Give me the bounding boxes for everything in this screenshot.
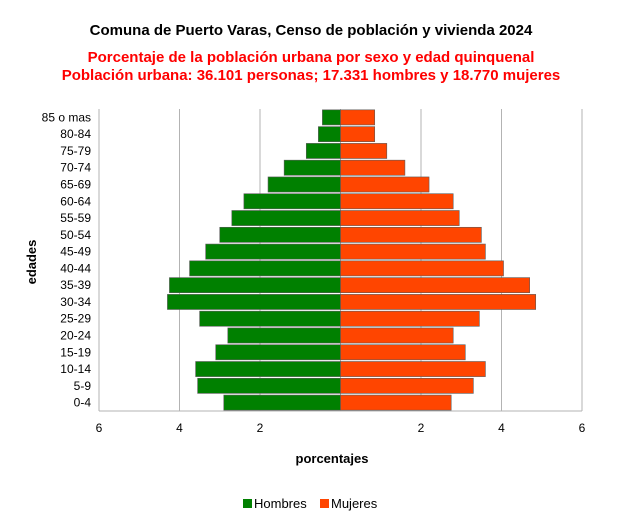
bar-mujeres-60-64 (340, 193, 454, 210)
x-tick-label: 4 (498, 421, 505, 435)
y-tick-label: 15-19 (60, 345, 91, 359)
legend-label-mujeres: Mujeres (331, 496, 378, 511)
bar-hombres-70-74 (283, 159, 341, 176)
y-tick-label: 45-49 (60, 245, 91, 259)
bar-hombres-0-4 (223, 394, 341, 411)
legend-label-hombres: Hombres (254, 496, 307, 511)
grid-lines (98, 109, 583, 412)
y-tick-label: 30-34 (60, 295, 91, 309)
y-tick-label: 80-84 (60, 127, 91, 141)
y-tick-label: 10-14 (60, 362, 91, 376)
legend: Hombres Mujeres (243, 496, 378, 511)
y-tick-label: 0-4 (74, 396, 92, 410)
y-tick-label: 60-64 (60, 194, 91, 208)
bar-mujeres-10-14 (340, 361, 486, 377)
y-tick-label: 85 o mas (42, 110, 91, 124)
bar-mujeres-20-24 (340, 327, 454, 344)
bar-mujeres-45-49 (340, 243, 486, 260)
bars (167, 109, 537, 411)
bar-mujeres-70-74 (340, 159, 406, 176)
bar-mujeres-50-54 (340, 226, 482, 243)
bar-hombres-75-79 (305, 143, 341, 159)
bar-mujeres-35-39 (340, 277, 530, 294)
x-tick-labels: 6 4 2 2 4 6 (96, 421, 586, 435)
y-tick-label: 65-69 (60, 178, 91, 192)
y-tick-label: 25-29 (60, 312, 91, 326)
y-tick-label: 55-59 (60, 211, 91, 225)
bar-mujeres-75-79 (340, 143, 388, 159)
y-tick-label: 5-9 (74, 379, 92, 393)
bar-hombres-50-54 (219, 226, 341, 243)
y-tick-label: 35-39 (60, 278, 91, 292)
x-tick-label: 6 (579, 421, 586, 435)
bar-mujeres-55-59 (340, 210, 460, 226)
bar-hombres-85-o-mas (322, 109, 341, 126)
bar-mujeres-0-4 (340, 394, 452, 411)
bar-mujeres-25-29 (340, 310, 480, 327)
x-tick-label: 6 (96, 421, 103, 435)
bar-hombres-35-39 (169, 277, 341, 294)
y-tick-label: 75-79 (60, 144, 91, 158)
bar-hombres-80-84 (318, 126, 341, 143)
bar-hombres-60-64 (243, 193, 341, 210)
bar-hombres-15-19 (215, 344, 341, 361)
y-axis-label: edades (24, 240, 39, 285)
bar-hombres-25-29 (199, 310, 341, 327)
x-tick-label: 4 (176, 421, 183, 435)
legend-swatch-mujeres (320, 499, 329, 508)
chart-title: Comuna de Puerto Varas, Censo de poblaci… (90, 22, 533, 39)
bar-mujeres-85-o-mas (340, 109, 376, 126)
y-tick-label: 20-24 (60, 329, 91, 343)
chart-subtitle-line-2: Población urbana: 36.101 personas; 17.33… (62, 67, 561, 84)
y-tick-label: 50-54 (60, 228, 91, 242)
bar-hombres-55-59 (231, 210, 341, 226)
bar-hombres-40-44 (189, 260, 341, 277)
bar-hombres-65-69 (267, 176, 341, 193)
bar-hombres-10-14 (195, 361, 341, 377)
bar-mujeres-40-44 (340, 260, 504, 277)
y-tick-label: 40-44 (60, 261, 91, 275)
bar-mujeres-80-84 (340, 126, 376, 143)
bar-mujeres-65-69 (340, 176, 430, 193)
x-axis-label: porcentajes (296, 451, 369, 466)
legend-swatch-hombres (243, 499, 252, 508)
bar-hombres-5-9 (197, 377, 341, 394)
chart-subtitle-line-1: Porcentaje de la población urbana por se… (88, 49, 535, 66)
y-tick-label: 70-74 (60, 161, 91, 175)
bar-mujeres-15-19 (340, 344, 466, 361)
x-tick-label: 2 (418, 421, 425, 435)
bar-mujeres-5-9 (340, 377, 474, 394)
bar-mujeres-30-34 (340, 294, 537, 310)
bar-hombres-45-49 (205, 243, 341, 260)
bar-hombres-20-24 (227, 327, 341, 344)
bar-hombres-30-34 (167, 294, 341, 310)
y-tick-labels: 0-4 5-9 10-14 15-19 20-24 25-29 30-34 35-39 40-4… (42, 110, 92, 409)
x-tick-label: 2 (257, 421, 264, 435)
